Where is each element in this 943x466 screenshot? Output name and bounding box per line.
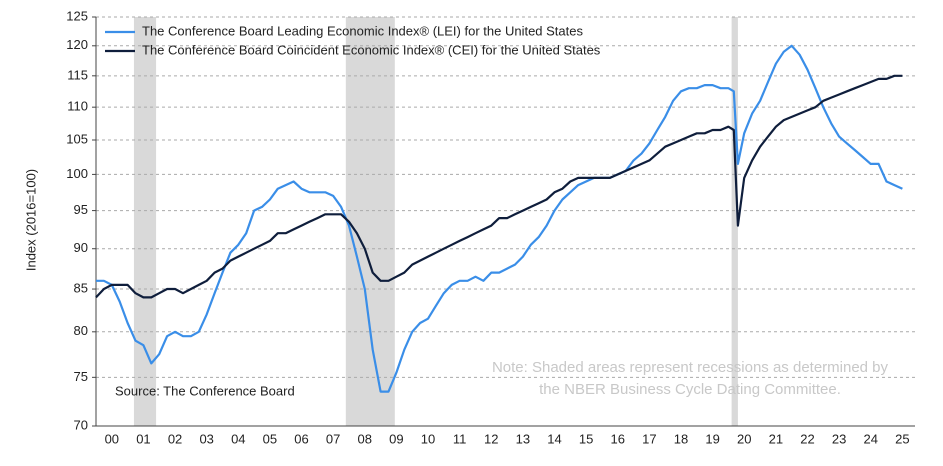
x-tick-label: 17	[642, 431, 656, 446]
y-tick-label: 85	[74, 280, 88, 295]
x-tick-label: 12	[484, 431, 498, 446]
y-tick-label: 90	[74, 240, 88, 255]
source: Source: The Conference Board	[115, 383, 295, 398]
series-line	[96, 44, 903, 393]
x-tick-label: 20	[737, 431, 751, 446]
x-tick-label: 00	[105, 431, 119, 446]
y-tick-label: 100	[66, 166, 88, 181]
y-tick-label: 125	[66, 8, 88, 23]
y-axis-label: Index (2016=100)	[23, 169, 38, 271]
x-tick-label: 22	[800, 431, 814, 446]
x-tick-label: 11	[453, 431, 467, 446]
y-tick-label: 70	[74, 417, 88, 432]
x-tick-label: 18	[674, 431, 688, 446]
note: Note: Shaded areas represent recessions …	[492, 359, 889, 376]
x-tick-label: 08	[358, 431, 372, 446]
x-tick-label: 05	[263, 431, 277, 446]
legend-label: The Conference Board Leading Economic In…	[142, 23, 583, 38]
y-tick-label: 105	[66, 131, 88, 146]
x-tick-label: 04	[231, 431, 245, 446]
recession-band	[731, 17, 738, 426]
x-tick-label: 23	[832, 431, 846, 446]
recession-band	[345, 17, 395, 426]
x-tick-label: 24	[863, 431, 877, 446]
series-line	[95, 74, 903, 299]
y-tick-label: 80	[74, 323, 88, 338]
x-tick-label: 16	[611, 431, 625, 446]
y-tick-label: 95	[74, 202, 88, 217]
x-tick-label: 15	[579, 431, 593, 446]
recession-band	[133, 17, 157, 426]
x-tick-label: 10	[421, 431, 435, 446]
x-tick-label: 01	[136, 431, 150, 446]
x-tick-label: 09	[389, 431, 403, 446]
x-tick-label: 14	[547, 431, 561, 446]
x-tick-label: 25	[895, 431, 909, 446]
x-tick-label: 21	[769, 431, 783, 446]
note: the NBER Business Cycle Dating Committee…	[539, 381, 841, 398]
x-tick-label: 06	[294, 431, 308, 446]
y-tick-label: 110	[67, 99, 88, 114]
legend-label: The Conference Board Coincident Economic…	[142, 42, 601, 57]
y-tick-label: 115	[67, 67, 88, 82]
x-tick-label: 19	[705, 431, 719, 446]
y-tick-label: 75	[74, 369, 88, 384]
x-tick-label: 02	[168, 431, 182, 446]
x-tick-label: 03	[199, 431, 213, 446]
x-tick-label: 13	[516, 431, 530, 446]
x-tick-label: 07	[326, 431, 340, 446]
y-tick-label: 120	[66, 37, 88, 52]
